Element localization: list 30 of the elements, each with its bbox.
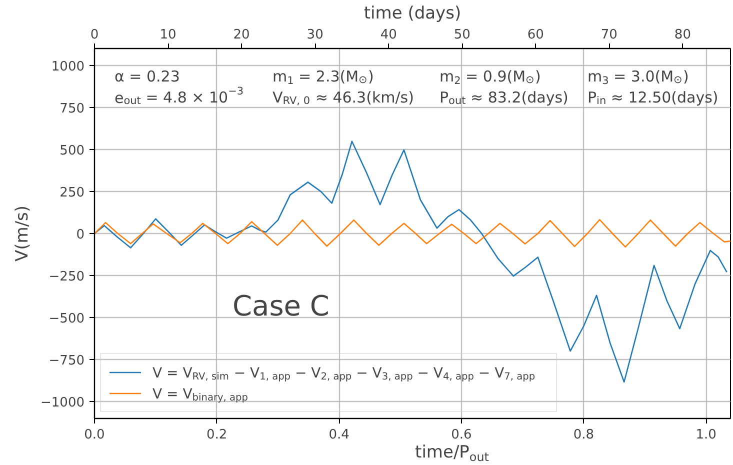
x2-tick-label: 20 [233, 28, 250, 42]
x2-tick-label: 70 [600, 28, 618, 42]
y-tick-label: 1000 [51, 59, 85, 74]
x2-tick-label: 30 [306, 28, 324, 42]
x-tick-label: 0.8 [573, 428, 594, 442]
y-tick-label: 0 [76, 228, 85, 242]
y-tick-label: 750 [60, 101, 85, 116]
x-tick-label: 1.0 [696, 428, 716, 442]
x2-axis-title: time (days) [364, 4, 462, 24]
y-tick-label: −750 [48, 354, 85, 369]
y-axis-title: V(m/s) [12, 205, 33, 262]
x-tick-label: 0.0 [84, 428, 105, 442]
x-tick-label: 0.4 [328, 428, 350, 442]
y-tick-label: −1000 [40, 396, 85, 411]
y-tick-label: −250 [48, 270, 85, 285]
x2-tick-label: 50 [454, 28, 470, 42]
y-tick-label: −500 [48, 312, 85, 327]
x2-tick-label: 40 [380, 28, 397, 42]
annotation: α = 0.23 [114, 67, 180, 86]
y-tick-label: 500 [60, 143, 85, 158]
x2-tick-label: 60 [527, 28, 544, 42]
x2-tick-label: 10 [160, 28, 176, 42]
x2-tick-label: 80 [674, 28, 691, 42]
line-series [94, 140, 728, 383]
annotation: Case C [232, 289, 330, 322]
x2-tick-label: 0 [90, 28, 99, 42]
x-tick-label: 0.2 [206, 428, 228, 442]
line-series [94, 219, 730, 248]
y-tick-label: 250 [60, 185, 85, 200]
x-tick-label: 0.6 [451, 428, 472, 442]
